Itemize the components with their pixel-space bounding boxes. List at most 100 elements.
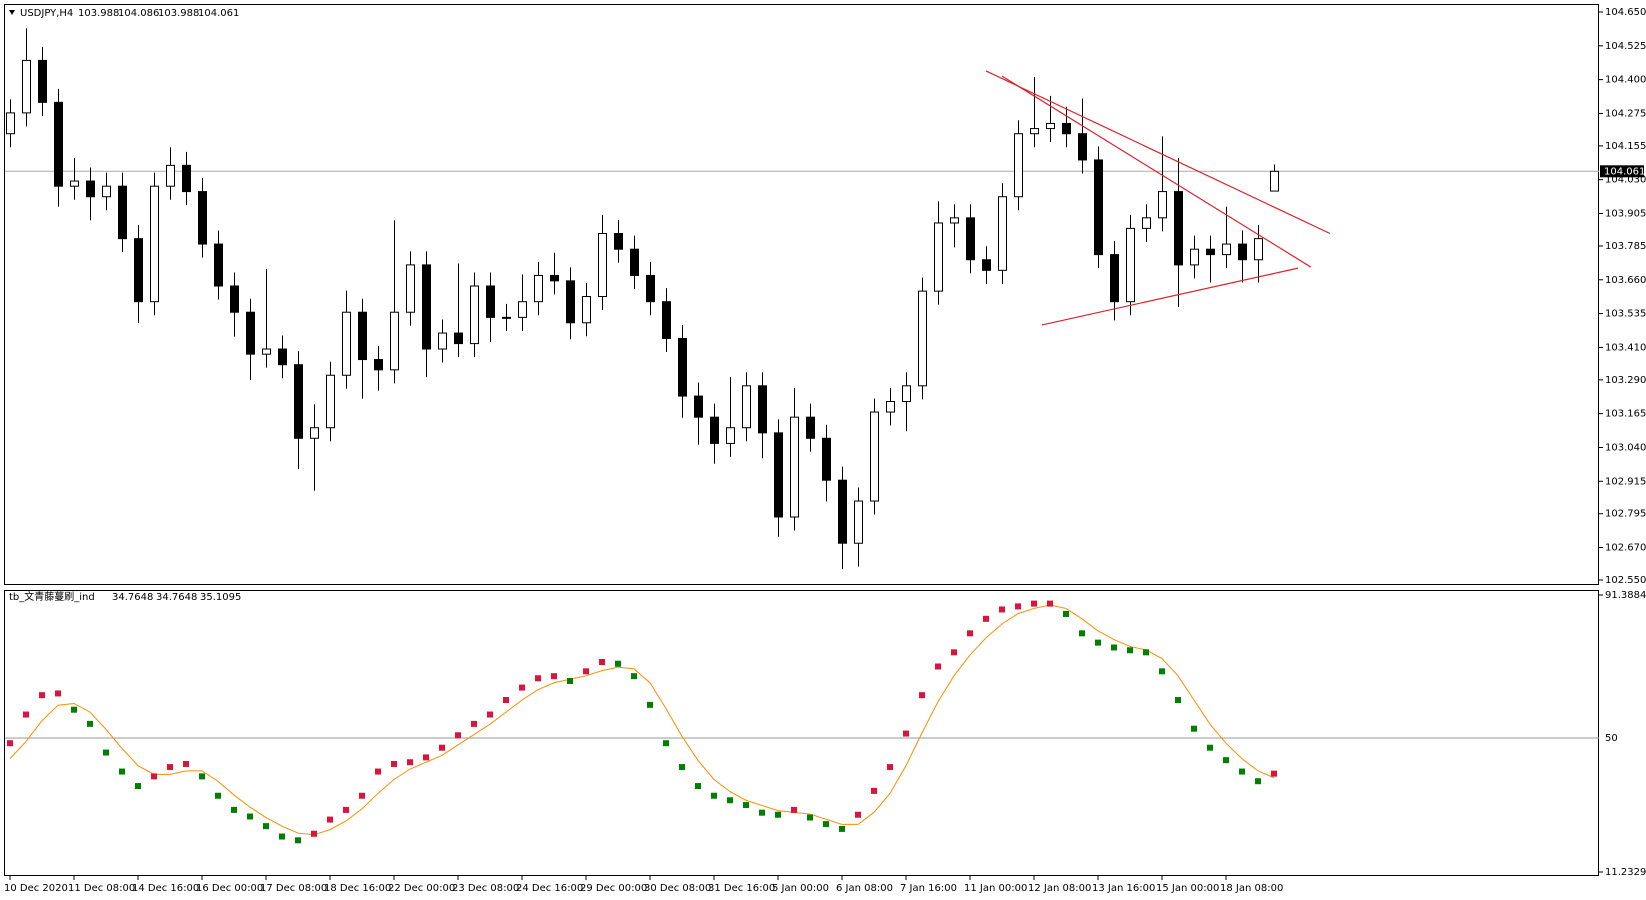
candle-body: [214, 243, 223, 287]
candle-body: [358, 311, 367, 361]
indicator-dot: [551, 673, 557, 680]
candle-body: [262, 348, 271, 355]
indicator-frame: [4, 590, 1599, 876]
indicator-dot: [855, 811, 861, 818]
y-tick-label: 104.030: [1605, 175, 1646, 186]
candle-body: [678, 337, 687, 397]
indicator-dot: [1223, 757, 1229, 764]
candle-body: [662, 301, 671, 339]
indicator-dot: [455, 732, 461, 739]
candle-body: [646, 274, 655, 303]
indicator-dot: [7, 740, 13, 747]
indicator-dot: [71, 706, 77, 713]
indicator-dot: [487, 711, 493, 718]
indicator-dot: [1271, 770, 1277, 777]
indicator-dot: [1047, 600, 1053, 607]
indicator-dot: [743, 802, 749, 809]
signal-line: [9, 604, 1275, 836]
candle-body: [294, 364, 303, 439]
indicator-dot: [1079, 630, 1085, 637]
x-tick-label: 7 Jan 16:00: [900, 883, 957, 894]
candle-body: [518, 301, 527, 318]
indicator-dot: [471, 720, 477, 727]
indicator-dot: [967, 630, 973, 637]
candle-body: [1078, 133, 1087, 161]
candle-body: [278, 348, 287, 366]
candle-body: [310, 427, 319, 439]
y-tick-label: 102.915: [1605, 476, 1646, 487]
candle-body: [1174, 191, 1183, 266]
indicator-dot: [823, 821, 829, 828]
y-tick-label: 103.410: [1605, 342, 1646, 353]
candle-body: [342, 311, 351, 376]
candle-body: [1062, 122, 1071, 135]
indicator-dot: [839, 825, 845, 832]
candle-body: [502, 316, 511, 319]
indicator-dot: [183, 760, 189, 767]
x-tick-label: 29 Dec 00:00: [580, 883, 647, 894]
candle-body: [230, 285, 239, 313]
main-frame: [4, 4, 1599, 585]
x-tick-label: 11 Jan 00:00: [964, 883, 1027, 894]
indicator-dot: [1175, 697, 1181, 704]
indicator-dot: [775, 811, 781, 818]
indicator-dot: [407, 759, 413, 766]
x-tick-label: 15 Jan 00:00: [1156, 883, 1219, 894]
indicator-dot: [1111, 644, 1117, 651]
candle-body: [630, 248, 639, 276]
indicator-dot: [599, 659, 605, 666]
y-tick-label: 102.670: [1605, 543, 1646, 554]
indicator-dot: [999, 606, 1005, 613]
y-tick-label: 11.2329: [1605, 867, 1646, 878]
candle-body: [438, 332, 447, 350]
indicator-dot: [903, 730, 909, 737]
x-tick-label: 24 Dec 16:00: [516, 883, 583, 894]
candle-body: [1014, 133, 1023, 198]
candle-body: [454, 332, 463, 345]
indicator-dot: [391, 760, 397, 767]
candle-body: [374, 359, 383, 371]
candle-body: [582, 296, 591, 324]
candle-body: [1110, 254, 1119, 303]
candle-body: [566, 280, 575, 324]
indicator-dot: [151, 773, 157, 780]
candle-body: [1238, 243, 1247, 261]
candle-body: [758, 385, 767, 434]
candle-body: [406, 264, 415, 313]
candle-body: [1046, 122, 1055, 130]
candle-body: [1030, 128, 1039, 135]
indicator-dot: [295, 837, 301, 844]
x-tick-label: 30 Dec 08:00: [644, 883, 711, 894]
candle-body: [486, 285, 495, 318]
candle-body: [102, 185, 111, 198]
indicator-dot: [55, 690, 61, 697]
indicator-dot: [807, 814, 813, 821]
indicator-dot: [615, 660, 621, 667]
y-tick-label: 103.905: [1605, 209, 1646, 220]
indicator-dot: [359, 792, 365, 799]
indicator-dot: [919, 692, 925, 699]
candle-body: [1142, 217, 1151, 229]
trendline: [1001, 75, 1312, 268]
indicator-dot: [23, 711, 29, 718]
indicator-dot: [1207, 744, 1213, 751]
candle-body: [1190, 248, 1199, 266]
candle-body: [694, 395, 703, 418]
y-tick-label: 103.535: [1605, 309, 1646, 320]
indicator-dot: [1031, 600, 1037, 607]
candle-body: [118, 185, 127, 240]
candle-body: [902, 385, 911, 402]
y-tick-label: 103.290: [1605, 375, 1646, 386]
indicator-dot: [519, 684, 525, 691]
x-tick-label: 5 Jan 00:00: [772, 883, 829, 894]
indicator-dot: [263, 823, 269, 830]
candle-body: [998, 196, 1007, 271]
x-tick-label: 11 Dec 08:00: [68, 883, 135, 894]
indicator-dot: [39, 692, 45, 699]
y-tick-label: 91.3884: [1605, 590, 1646, 601]
indicator-dot: [647, 701, 653, 708]
candle-body: [1158, 191, 1167, 219]
x-tick-label: 23 Dec 08:00: [452, 883, 519, 894]
x-tick-label: 10 Dec 2020: [4, 883, 68, 894]
